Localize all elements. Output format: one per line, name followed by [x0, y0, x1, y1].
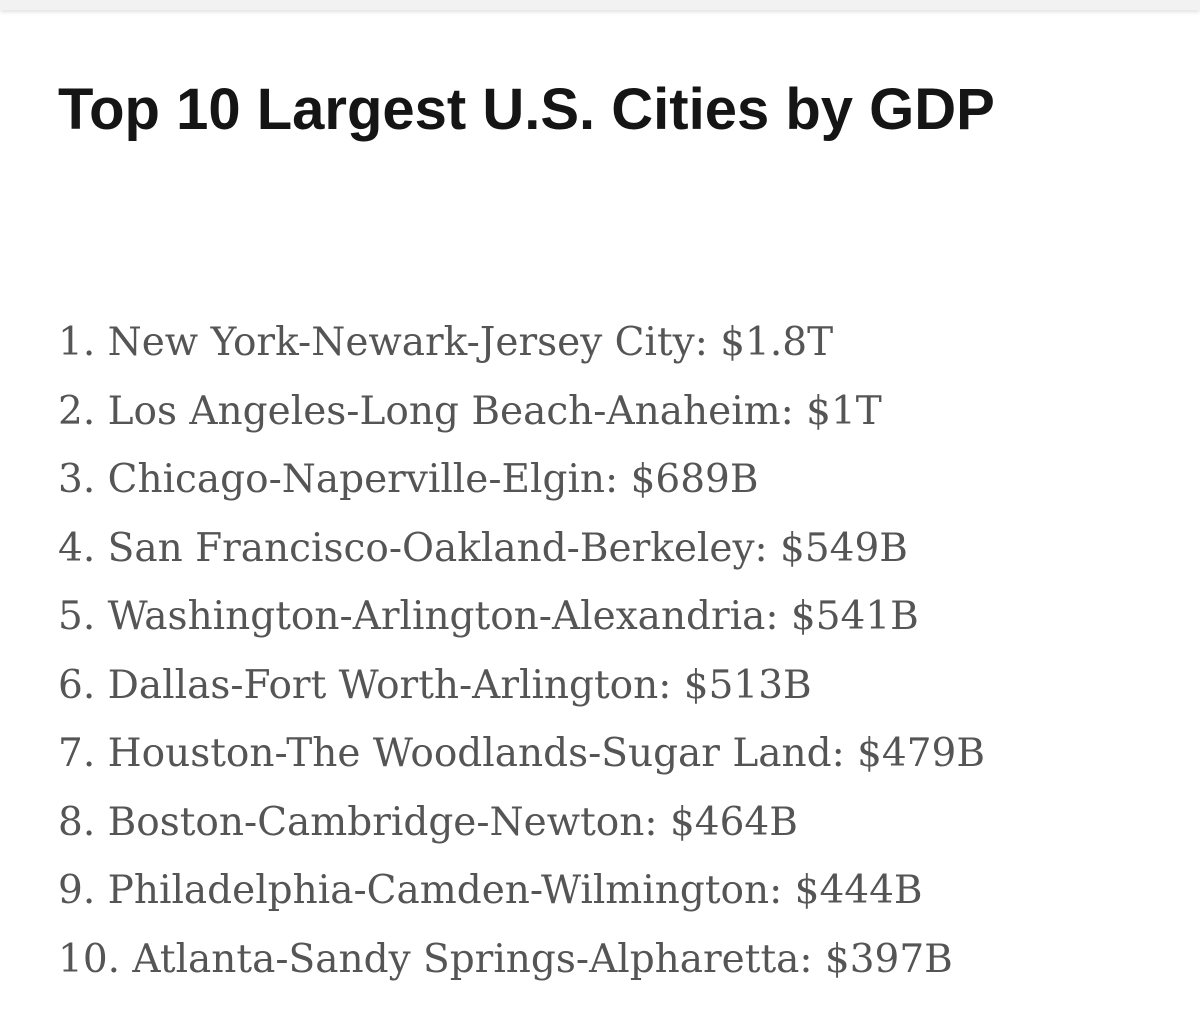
top-bar	[0, 0, 1200, 10]
gdp-list: 1. New York-Newark-Jersey City: $1.8T 2. …	[58, 309, 985, 994]
list-item: 2. Los Angeles-Long Beach-Anaheim: $1T	[58, 388, 882, 434]
list-item: 5. Washington-Arlington-Alexandria: $541…	[58, 594, 919, 639]
list-item: 8. Boston-Cambridge-Newton: $464B	[58, 799, 798, 845]
list-item: 3. Chicago-Naperville-Elgin: $689B	[58, 457, 759, 502]
article-title: Top 10 Largest U.S. Cities by GDP	[58, 77, 995, 142]
list-item: 9. Philadelphia-Camden-Wilmington: $444B	[58, 868, 923, 913]
list-item: 7. Houston-The Woodlands-Sugar Land: $47…	[58, 731, 986, 776]
list-item: 10. Atlanta-Sandy Springs-Alpharetta: $3…	[58, 936, 953, 982]
list-item: 6. Dallas-Fort Worth-Arlington: $513B	[58, 662, 812, 708]
list-item: 4. San Francisco-Oakland-Berkeley: $549B	[58, 525, 908, 571]
list-item: 1. New York-Newark-Jersey City: $1.8T	[58, 320, 834, 365]
